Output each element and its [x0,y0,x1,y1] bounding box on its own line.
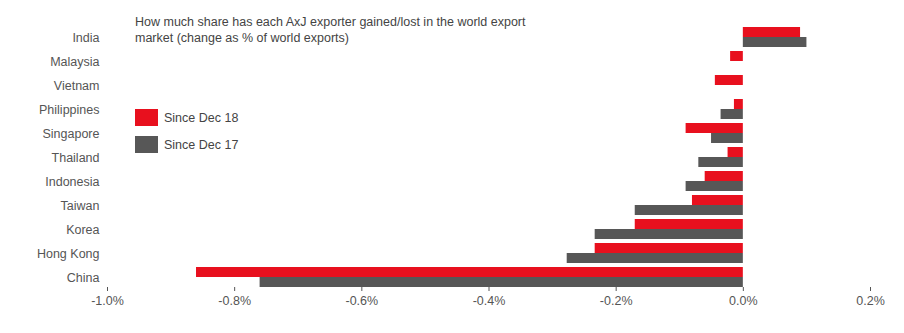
svg-text:Philippines: Philippines [39,103,99,117]
svg-text:Indonesia: Indonesia [45,175,99,189]
svg-text:-1.0%: -1.0% [91,294,124,308]
svg-text:Hong Kong: Hong Kong [37,247,100,261]
html-text:Since Dec 17: Since Dec 17 [164,137,239,152]
svg-text:India: India [72,31,99,45]
svg-text:Korea: Korea [66,223,99,237]
svg-text:Malaysia: Malaysia [50,55,99,69]
svg-text:-0.8%: -0.8% [218,294,251,308]
svg-text:0.2%: 0.2% [856,294,885,308]
svg-text:China: China [67,271,100,285]
svg-text:-0.2%: -0.2% [600,294,633,308]
html-text:How much share has each AxJ ex: How much share has each AxJ exporter gai… [135,15,526,45]
svg-text:-0.6%: -0.6% [346,294,379,308]
svg-text:-0.4%: -0.4% [473,294,506,308]
svg-text:Vietnam: Vietnam [54,79,100,93]
svg-text:Taiwan: Taiwan [61,199,100,213]
html-text:Since Dec 18: Since Dec 18 [164,110,239,125]
svg-text:0.0%: 0.0% [729,294,758,308]
svg-text:Thailand: Thailand [52,151,100,165]
svg-text:Singapore: Singapore [43,127,100,141]
